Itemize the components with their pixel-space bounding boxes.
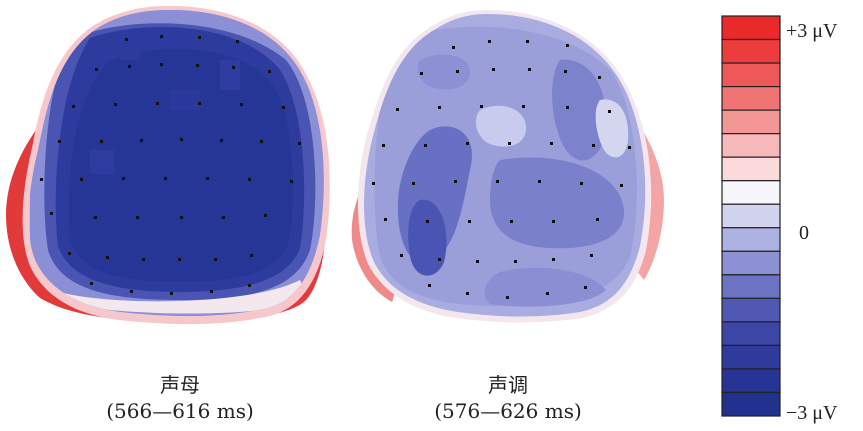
topomap-left [6, 5, 330, 325]
caption-right-window: (576—626 ms) [434, 399, 582, 423]
scale-swatch [721, 180, 781, 205]
scale-swatch [721, 297, 781, 323]
scale-swatch [721, 62, 781, 88]
caption-left-window: (566—616 ms) [106, 399, 254, 423]
scale-swatch [721, 274, 781, 299]
right-electrodes [372, 40, 631, 299]
caption-right-condition: 声调 [488, 373, 528, 397]
scale-swatch [721, 321, 781, 347]
scale-swatch [721, 227, 781, 252]
color-scale-bar [721, 15, 781, 417]
topomap-right [351, 10, 664, 323]
scale-swatch [721, 368, 781, 394]
left-electrodes [40, 35, 301, 295]
scale-swatch [721, 85, 781, 111]
scale-mid-label: 0 [799, 222, 809, 244]
scale-swatch [721, 391, 781, 417]
scale-min-label: −3 μV [786, 402, 838, 424]
scale-swatch [721, 203, 781, 229]
caption-left-condition: 声母 [160, 373, 200, 397]
scale-max-label: +3 μV [786, 20, 838, 42]
scale-swatch [721, 38, 781, 64]
caption-right: 声调 (576—626 ms) [398, 372, 618, 424]
scale-swatch [721, 133, 781, 158]
caption-left: 声母 (566—616 ms) [70, 372, 290, 424]
scale-swatch [721, 344, 781, 370]
scale-swatch [721, 156, 781, 182]
scale-swatch [721, 15, 781, 41]
scale-swatch [721, 109, 781, 135]
scale-swatch [721, 250, 781, 276]
